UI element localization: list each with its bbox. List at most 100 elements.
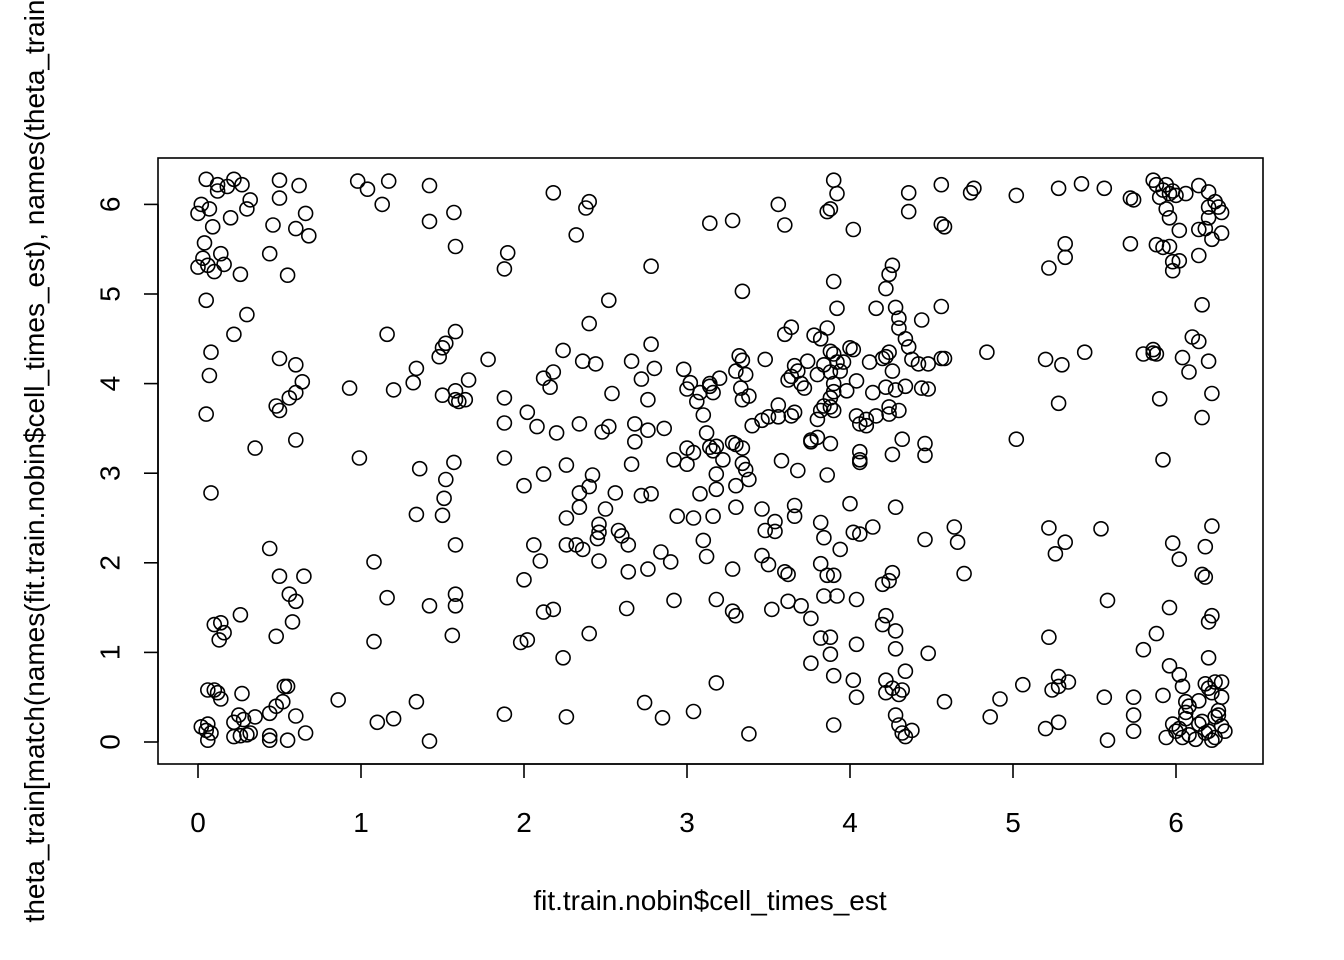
data-point [688, 393, 705, 410]
data-point [770, 196, 787, 213]
data-point [835, 354, 852, 370]
data-point [446, 454, 462, 471]
data-point [851, 526, 868, 542]
data-point [480, 351, 496, 368]
data-point [379, 326, 395, 343]
data-point [447, 586, 464, 603]
data-point [519, 404, 536, 421]
data-point [1037, 351, 1054, 368]
data-point [897, 663, 914, 680]
x-tick-label: 3 [679, 807, 695, 838]
data-point [1099, 592, 1116, 609]
data-point [692, 485, 708, 502]
data-point [276, 678, 293, 695]
data-point [203, 725, 219, 741]
data-point [878, 280, 894, 297]
data-point [829, 300, 845, 317]
data-point [956, 565, 972, 582]
data-point [825, 172, 842, 188]
data-point [640, 422, 656, 439]
data-point [450, 393, 467, 410]
data-point [457, 391, 474, 408]
data-point [920, 645, 937, 662]
data-point [620, 563, 637, 580]
data-point [894, 725, 911, 741]
data-point [643, 336, 659, 353]
data-point [447, 597, 464, 614]
data-point [734, 440, 751, 456]
data-point [589, 530, 606, 547]
data-point [555, 649, 571, 666]
data-point [640, 561, 656, 577]
data-point [431, 348, 448, 365]
data-point [261, 245, 278, 262]
data-point [809, 411, 826, 428]
data-point [812, 402, 829, 419]
data-point [213, 691, 229, 707]
data-point [261, 540, 278, 557]
data-point [1181, 364, 1197, 380]
data-point [574, 353, 591, 370]
data-point [744, 417, 761, 434]
data-point [1164, 253, 1181, 270]
data-point [581, 625, 598, 642]
data-point [1191, 177, 1207, 194]
data-point [385, 382, 402, 398]
data-point [496, 450, 513, 466]
data-point [555, 342, 571, 359]
data-point [891, 310, 907, 327]
data-point [1050, 678, 1067, 695]
data-point [982, 709, 999, 725]
data-point [623, 456, 640, 473]
data-point [636, 694, 653, 711]
data-point [897, 330, 914, 347]
data-point [1014, 676, 1031, 693]
data-point [701, 215, 718, 231]
data-point [705, 384, 721, 401]
data-point [825, 383, 842, 400]
data-point [408, 506, 425, 523]
data-point [211, 632, 227, 648]
data-point [242, 725, 258, 741]
data-point [741, 471, 757, 488]
data-point [920, 381, 937, 397]
data-point [1135, 641, 1152, 658]
data-point [868, 300, 884, 317]
data-point [698, 425, 715, 441]
data-point [858, 417, 875, 434]
data-point [1191, 247, 1207, 264]
data-point [685, 703, 702, 720]
data-point [1135, 346, 1152, 362]
x-axis-label: fit.train.nobin$cell_times_est [533, 885, 887, 916]
data-point [366, 633, 382, 650]
data-point [682, 374, 699, 391]
data-point [385, 710, 402, 727]
data-point [666, 592, 682, 609]
data-point [1148, 236, 1165, 253]
data-point [1099, 732, 1116, 749]
data-point [545, 185, 562, 201]
data-point [675, 361, 692, 378]
data-point [1073, 176, 1090, 192]
data-point [878, 607, 894, 624]
data-point [558, 537, 575, 553]
data-point [812, 555, 829, 572]
data-point [936, 350, 953, 367]
data-point [669, 508, 686, 525]
data-point [868, 408, 884, 424]
data-point [587, 356, 604, 372]
data-point [232, 606, 249, 623]
data-point [698, 548, 715, 565]
data-point [793, 597, 809, 614]
y-tick-label: 3 [95, 465, 126, 481]
x-tick-label: 0 [190, 807, 206, 838]
data-point [731, 347, 748, 364]
data-point [1155, 239, 1171, 256]
data-point [848, 408, 865, 424]
data-point [858, 411, 875, 428]
data-point [496, 261, 513, 277]
data-point [421, 177, 438, 194]
data-point [864, 384, 881, 401]
data-point [437, 335, 454, 352]
data-point [545, 364, 562, 380]
